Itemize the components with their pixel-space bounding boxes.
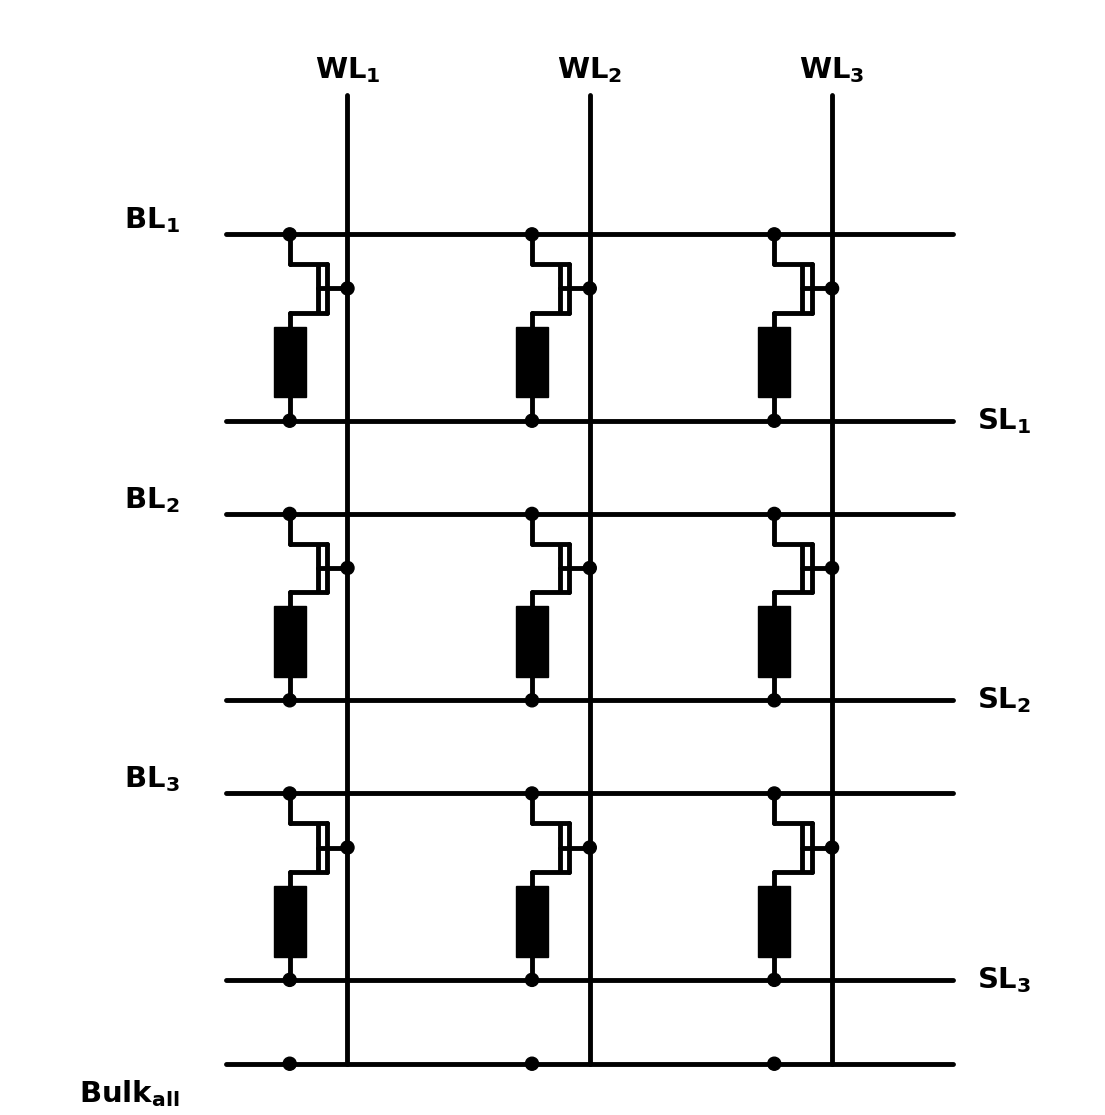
Circle shape xyxy=(341,562,354,574)
Text: $\mathbf{WL_2}$: $\mathbf{WL_2}$ xyxy=(557,56,622,85)
Circle shape xyxy=(341,841,354,854)
Bar xyxy=(274,607,306,677)
Text: $\mathbf{BL_1}$: $\mathbf{BL_1}$ xyxy=(124,205,180,235)
Circle shape xyxy=(768,973,781,987)
Circle shape xyxy=(526,787,538,799)
Circle shape xyxy=(825,562,839,574)
Circle shape xyxy=(768,1057,781,1070)
Bar xyxy=(758,885,790,957)
Bar xyxy=(758,327,790,397)
Bar xyxy=(516,885,548,957)
Circle shape xyxy=(526,694,538,707)
Text: $\mathbf{SL_1}$: $\mathbf{SL_1}$ xyxy=(977,406,1031,436)
Bar xyxy=(758,607,790,677)
Circle shape xyxy=(768,694,781,707)
Text: $\mathbf{SL_3}$: $\mathbf{SL_3}$ xyxy=(977,964,1031,995)
Circle shape xyxy=(825,841,839,854)
Circle shape xyxy=(526,507,538,521)
Circle shape xyxy=(583,562,597,574)
Bar xyxy=(274,327,306,397)
Circle shape xyxy=(283,787,296,799)
Circle shape xyxy=(825,282,839,295)
Circle shape xyxy=(526,414,538,427)
Text: $\mathbf{SL_2}$: $\mathbf{SL_2}$ xyxy=(977,686,1031,715)
Circle shape xyxy=(526,227,538,241)
Text: $\mathbf{BL_3}$: $\mathbf{BL_3}$ xyxy=(124,765,180,794)
Bar xyxy=(516,327,548,397)
Circle shape xyxy=(283,507,296,521)
Bar xyxy=(274,885,306,957)
Text: $\mathbf{Bulk_{all}}$: $\mathbf{Bulk_{all}}$ xyxy=(80,1078,180,1108)
Circle shape xyxy=(341,282,354,295)
Circle shape xyxy=(526,1057,538,1070)
Text: $\mathbf{WL_3}$: $\mathbf{WL_3}$ xyxy=(799,56,865,85)
Text: $\mathbf{WL_1}$: $\mathbf{WL_1}$ xyxy=(315,56,380,85)
Circle shape xyxy=(283,694,296,707)
Circle shape xyxy=(283,973,296,987)
Bar xyxy=(516,607,548,677)
Circle shape xyxy=(768,414,781,427)
Circle shape xyxy=(283,227,296,241)
Circle shape xyxy=(526,973,538,987)
Text: $\mathbf{BL_2}$: $\mathbf{BL_2}$ xyxy=(125,485,180,515)
Circle shape xyxy=(768,227,781,241)
Circle shape xyxy=(583,841,597,854)
Circle shape xyxy=(583,282,597,295)
Circle shape xyxy=(283,414,296,427)
Circle shape xyxy=(768,507,781,521)
Circle shape xyxy=(768,787,781,799)
Circle shape xyxy=(283,1057,296,1070)
